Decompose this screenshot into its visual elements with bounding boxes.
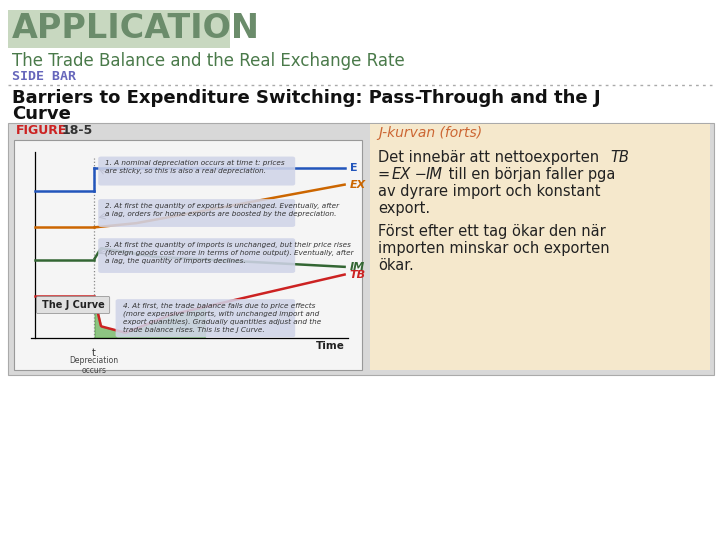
Text: till en början faller pga: till en början faller pga [444,167,616,182]
FancyBboxPatch shape [98,238,295,273]
Text: Depreciation
occurs: Depreciation occurs [69,356,119,375]
Text: export.: export. [378,201,430,216]
Text: Det innebär att nettoexporten: Det innebär att nettoexporten [378,150,604,165]
Text: TB: TB [350,269,366,280]
Text: importen minskar och exporten: importen minskar och exporten [378,241,610,256]
FancyBboxPatch shape [56,123,106,139]
FancyBboxPatch shape [98,199,295,227]
Text: EX: EX [392,167,411,182]
Text: 4. At first, the trade balance falls due to price effects
(more expensive import: 4. At first, the trade balance falls due… [122,303,321,333]
Text: FIGURE: FIGURE [16,125,68,138]
Text: TB: TB [610,150,629,165]
Text: Barriers to Expenditure Switching: Pass-Through and the J: Barriers to Expenditure Switching: Pass-… [12,89,600,107]
FancyBboxPatch shape [8,10,230,48]
FancyBboxPatch shape [14,140,362,370]
Text: −: − [410,167,431,182]
Text: SIDE BAR: SIDE BAR [12,70,76,83]
Text: IM: IM [350,262,365,272]
Text: av dyrare import och konstant: av dyrare import och konstant [378,184,600,199]
Text: EX: EX [350,180,366,190]
Text: t: t [92,348,96,357]
Text: The J Curve: The J Curve [42,300,104,310]
Text: ökar.: ökar. [378,258,414,273]
FancyBboxPatch shape [116,299,295,338]
Text: 3. At first the quantity of imports is unchanged, but their price rises
(foreign: 3. At first the quantity of imports is u… [105,242,354,264]
Text: 18-5: 18-5 [62,125,94,138]
Text: 2. At first the quantity of exports is unchanged. Eventually, after
a lag, order: 2. At first the quantity of exports is u… [105,203,339,217]
FancyBboxPatch shape [8,123,714,375]
Text: E: E [350,163,357,173]
Text: J-kurvan (forts): J-kurvan (forts) [378,126,482,140]
Text: Först efter ett tag ökar den när: Först efter ett tag ökar den när [378,224,606,239]
FancyBboxPatch shape [37,296,109,314]
Text: Time: Time [316,341,345,351]
Text: Curve: Curve [12,105,71,123]
FancyBboxPatch shape [370,124,710,370]
Text: =: = [378,167,395,182]
Text: IM: IM [426,167,443,182]
Text: The Trade Balance and the Real Exchange Rate: The Trade Balance and the Real Exchange … [12,52,405,70]
Text: APPLICATION: APPLICATION [12,12,260,45]
FancyBboxPatch shape [98,157,295,186]
Text: 1. A nominal depreciation occurs at time t: prices
are sticky, so this is also a: 1. A nominal depreciation occurs at time… [105,160,285,174]
